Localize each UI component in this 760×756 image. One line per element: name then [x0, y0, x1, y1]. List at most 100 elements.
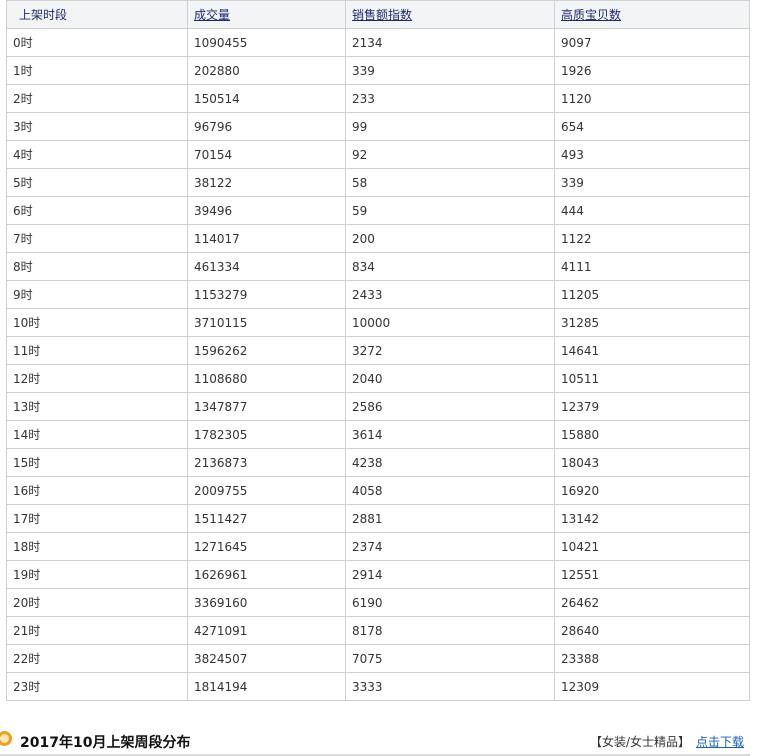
sales-index-cell: 2914	[345, 560, 555, 589]
quality-items-cell: 13142	[554, 504, 750, 533]
time-slot-cell: 11时	[6, 336, 188, 365]
volume-cell: 39496	[187, 196, 346, 225]
volume-cell: 38122	[187, 168, 346, 197]
sales-index-cell: 4238	[345, 448, 555, 477]
header-quality-items[interactable]: 高质宝贝数	[554, 0, 750, 29]
sales-table: 上架时段 成交量 销售额指数 高质宝贝数 0时 1090455 2134 9097 1时…	[6, 0, 750, 701]
volume-cell: 1271645	[187, 532, 346, 561]
volume-cell: 1347877	[187, 392, 346, 421]
sort-sales-index-link[interactable]: 销售额指数	[352, 8, 413, 22]
sales-index-cell: 2134	[345, 28, 555, 57]
volume-cell: 1596262	[187, 336, 346, 365]
quality-items-cell: 9097	[554, 28, 750, 57]
section-title: 2017年10月上架周段分布	[20, 735, 191, 751]
time-slot-cell: 14时	[6, 420, 188, 449]
quality-items-cell: 28640	[554, 616, 750, 645]
quality-items-cell: 15880	[554, 420, 750, 449]
time-slot-cell: 13时	[6, 392, 188, 421]
sales-index-cell: 8178	[345, 616, 555, 645]
time-slot-cell: 12时	[6, 364, 188, 393]
header-time-slot: 上架时段	[6, 0, 188, 29]
time-slot-cell: 19时	[6, 560, 188, 589]
quality-items-cell: 1120	[554, 84, 750, 113]
volume-cell: 114017	[187, 224, 346, 253]
table-row: 11时 1596262 3272 14641	[6, 336, 750, 365]
time-slot-cell: 10时	[6, 308, 188, 337]
quality-items-cell: 4111	[554, 252, 750, 281]
header-volume[interactable]: 成交量	[187, 0, 346, 29]
volume-cell: 2009755	[187, 476, 346, 505]
quality-items-cell: 339	[554, 168, 750, 197]
sales-index-cell: 6190	[345, 588, 555, 617]
table-row: 5时 38122 58 339	[6, 168, 750, 197]
sales-index-cell: 339	[345, 56, 555, 85]
volume-cell: 1153279	[187, 280, 346, 309]
table-row: 2时 150514 233 1120	[6, 84, 750, 113]
category-label: 【女装/女士精品】	[589, 735, 690, 749]
sort-quality-items-link[interactable]: 高质宝贝数	[561, 8, 622, 22]
volume-cell: 96796	[187, 112, 346, 141]
quality-items-cell: 11205	[554, 280, 750, 309]
quality-items-cell: 16920	[554, 476, 750, 505]
sales-index-cell: 58	[345, 168, 555, 197]
sales-index-cell: 10000	[345, 308, 555, 337]
time-slot-cell: 7时	[6, 224, 188, 253]
quality-items-cell: 14641	[554, 336, 750, 365]
table-row: 21时 4271091 8178 28640	[6, 616, 750, 645]
quality-items-cell: 1926	[554, 56, 750, 85]
time-slot-cell: 16时	[6, 476, 188, 505]
table-row: 22时 3824507 7075 23388	[6, 644, 750, 673]
time-slot-cell: 17时	[6, 504, 188, 533]
table-row: 9时 1153279 2433 11205	[6, 280, 750, 309]
table-row: 7时 114017 200 1122	[6, 224, 750, 253]
volume-cell: 3710115	[187, 308, 346, 337]
sales-index-cell: 3333	[345, 672, 555, 701]
time-slot-cell: 2时	[6, 84, 188, 113]
table-row: 19时 1626961 2914 12551	[6, 560, 750, 589]
sales-index-cell: 4058	[345, 476, 555, 505]
table-header: 上架时段 成交量 销售额指数 高质宝贝数	[6, 0, 750, 29]
quality-items-cell: 10511	[554, 364, 750, 393]
quality-items-cell: 12551	[554, 560, 750, 589]
table-row: 20时 3369160 6190 26462	[6, 588, 750, 617]
table-row: 17时 1511427 2881 13142	[6, 504, 750, 533]
sales-index-cell: 7075	[345, 644, 555, 673]
section-header: 2017年10月上架周段分布 【女装/女士精品】 点击下载	[0, 726, 750, 756]
time-slot-cell: 15时	[6, 448, 188, 477]
quality-items-cell: 1122	[554, 224, 750, 253]
table-row: 8时 461334 834 4111	[6, 252, 750, 281]
time-slot-cell: 3时	[6, 112, 188, 141]
table-row: 13时 1347877 2586 12379	[6, 392, 750, 421]
sales-index-cell: 2433	[345, 280, 555, 309]
sales-index-cell: 834	[345, 252, 555, 281]
table-row: 3时 96796 99 654	[6, 112, 750, 141]
table-row: 16时 2009755 4058 16920	[6, 476, 750, 505]
volume-cell: 1814194	[187, 672, 346, 701]
volume-cell: 3369160	[187, 588, 346, 617]
header-sales-index[interactable]: 销售额指数	[345, 0, 555, 29]
quality-items-cell: 31285	[554, 308, 750, 337]
table-row: 14时 1782305 3614 15880	[6, 420, 750, 449]
volume-cell: 1090455	[187, 28, 346, 57]
table-row: 1时 202880 339 1926	[6, 56, 750, 85]
quality-items-cell: 18043	[554, 448, 750, 477]
quality-items-cell: 10421	[554, 532, 750, 561]
volume-cell: 1626961	[187, 560, 346, 589]
sort-volume-link[interactable]: 成交量	[194, 8, 231, 22]
volume-cell: 70154	[187, 140, 346, 169]
table-row: 10时 3710115 10000 31285	[6, 308, 750, 337]
quality-items-cell: 12379	[554, 392, 750, 421]
time-slot-cell: 21时	[6, 616, 188, 645]
time-slot-cell: 9时	[6, 280, 188, 309]
quality-items-cell: 493	[554, 140, 750, 169]
sales-index-cell: 99	[345, 112, 555, 141]
download-link[interactable]: 点击下载	[695, 735, 744, 749]
volume-cell: 4271091	[187, 616, 346, 645]
sales-index-cell: 2586	[345, 392, 555, 421]
table-row: 6时 39496 59 444	[6, 196, 750, 225]
volume-cell: 202880	[187, 56, 346, 85]
volume-cell: 3824507	[187, 644, 346, 673]
sales-index-cell: 200	[345, 224, 555, 253]
time-slot-cell: 0时	[6, 28, 188, 57]
time-slot-cell: 1时	[6, 56, 188, 85]
